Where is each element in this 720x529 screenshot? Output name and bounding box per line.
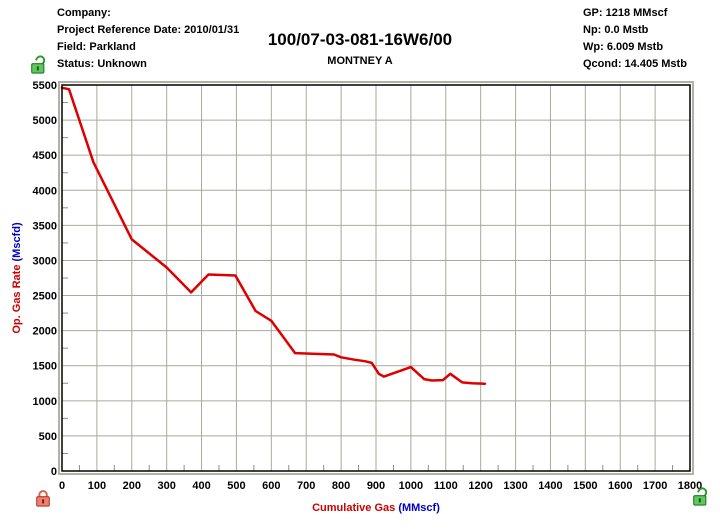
plot-outer-edge	[58, 81, 694, 475]
svg-text:500: 500	[227, 480, 245, 492]
gp-value: GP: 1218 MMscf	[583, 7, 668, 19]
svg-text:1600: 1600	[608, 480, 632, 492]
svg-text:500: 500	[39, 431, 57, 443]
x-axis-label: Cumulative Gas (MMscf)	[312, 502, 440, 514]
svg-text:3500: 3500	[33, 220, 57, 232]
gas-rate-curve	[60, 86, 487, 386]
svg-text:2500: 2500	[33, 291, 57, 303]
svg-text:1700: 1700	[643, 480, 667, 492]
y-tick-labels: 0 500 1000 1500 2000 2500 3000 3500 4000 4500 5000…	[33, 80, 57, 478]
svg-text:300: 300	[157, 480, 175, 492]
svg-text:5000: 5000	[33, 115, 57, 127]
svg-text:4500: 4500	[33, 150, 57, 162]
svg-text:2000: 2000	[33, 326, 57, 338]
svg-text:1300: 1300	[503, 480, 527, 492]
svg-text:1500: 1500	[33, 361, 57, 373]
status-label: Status: Unknown	[57, 58, 147, 70]
svg-text:1500: 1500	[573, 480, 597, 492]
svg-text:400: 400	[192, 480, 210, 492]
production-stats-block: GP: 1218 MMscf Np: 0.0 Mstb Wp: 6.009 Ms…	[583, 5, 687, 73]
project-reference-date-label: Project Reference Date: 2010/01/31	[57, 24, 240, 36]
grid-lines	[62, 85, 690, 471]
field-label: Field: Parkland	[57, 41, 136, 53]
svg-text:100: 100	[88, 480, 106, 492]
svg-text:1200: 1200	[468, 480, 492, 492]
x-tick-labels: 0 100 200 300 400 500 600 700 800 900 1000 1100 1200…	[59, 480, 702, 492]
x-axis-unlock-icon[interactable]	[691, 487, 709, 507]
svg-text:1000: 1000	[399, 480, 423, 492]
svg-text:3000: 3000	[33, 255, 57, 267]
formation-subtitle: MONTNEY A	[327, 55, 393, 67]
plot-border	[61, 84, 691, 472]
svg-text:200: 200	[123, 480, 141, 492]
svg-text:0: 0	[59, 480, 65, 492]
svg-text:700: 700	[297, 480, 315, 492]
svg-text:4000: 4000	[33, 185, 57, 197]
company-label: Company:	[57, 7, 111, 19]
svg-text:1400: 1400	[538, 480, 562, 492]
wp-value: Wp: 6.009 Mstb	[583, 41, 664, 53]
status-unlock-icon[interactable]	[29, 55, 47, 75]
np-value: Np: 0.0 Mstb	[583, 24, 649, 36]
svg-text:900: 900	[367, 480, 385, 492]
svg-text:600: 600	[262, 480, 280, 492]
minor-ticks	[62, 102, 674, 471]
svg-text:800: 800	[332, 480, 350, 492]
qcond-value: Qcond: 14.405 Mstb	[583, 58, 687, 70]
svg-text:5500: 5500	[33, 80, 57, 92]
svg-text:0: 0	[51, 466, 57, 478]
project-info-block: Company: Project Reference Date: 2010/01…	[57, 5, 239, 73]
svg-text:1000: 1000	[33, 396, 57, 408]
well-title: 100/07-03-081-16W6/00	[267, 30, 453, 49]
svg-text:1100: 1100	[434, 480, 458, 492]
svg-text:1800: 1800	[678, 480, 702, 492]
y-axis-lock-icon[interactable]	[34, 488, 52, 508]
y-axis-label: Op. Gas Rate (Mscfd)	[11, 222, 23, 334]
